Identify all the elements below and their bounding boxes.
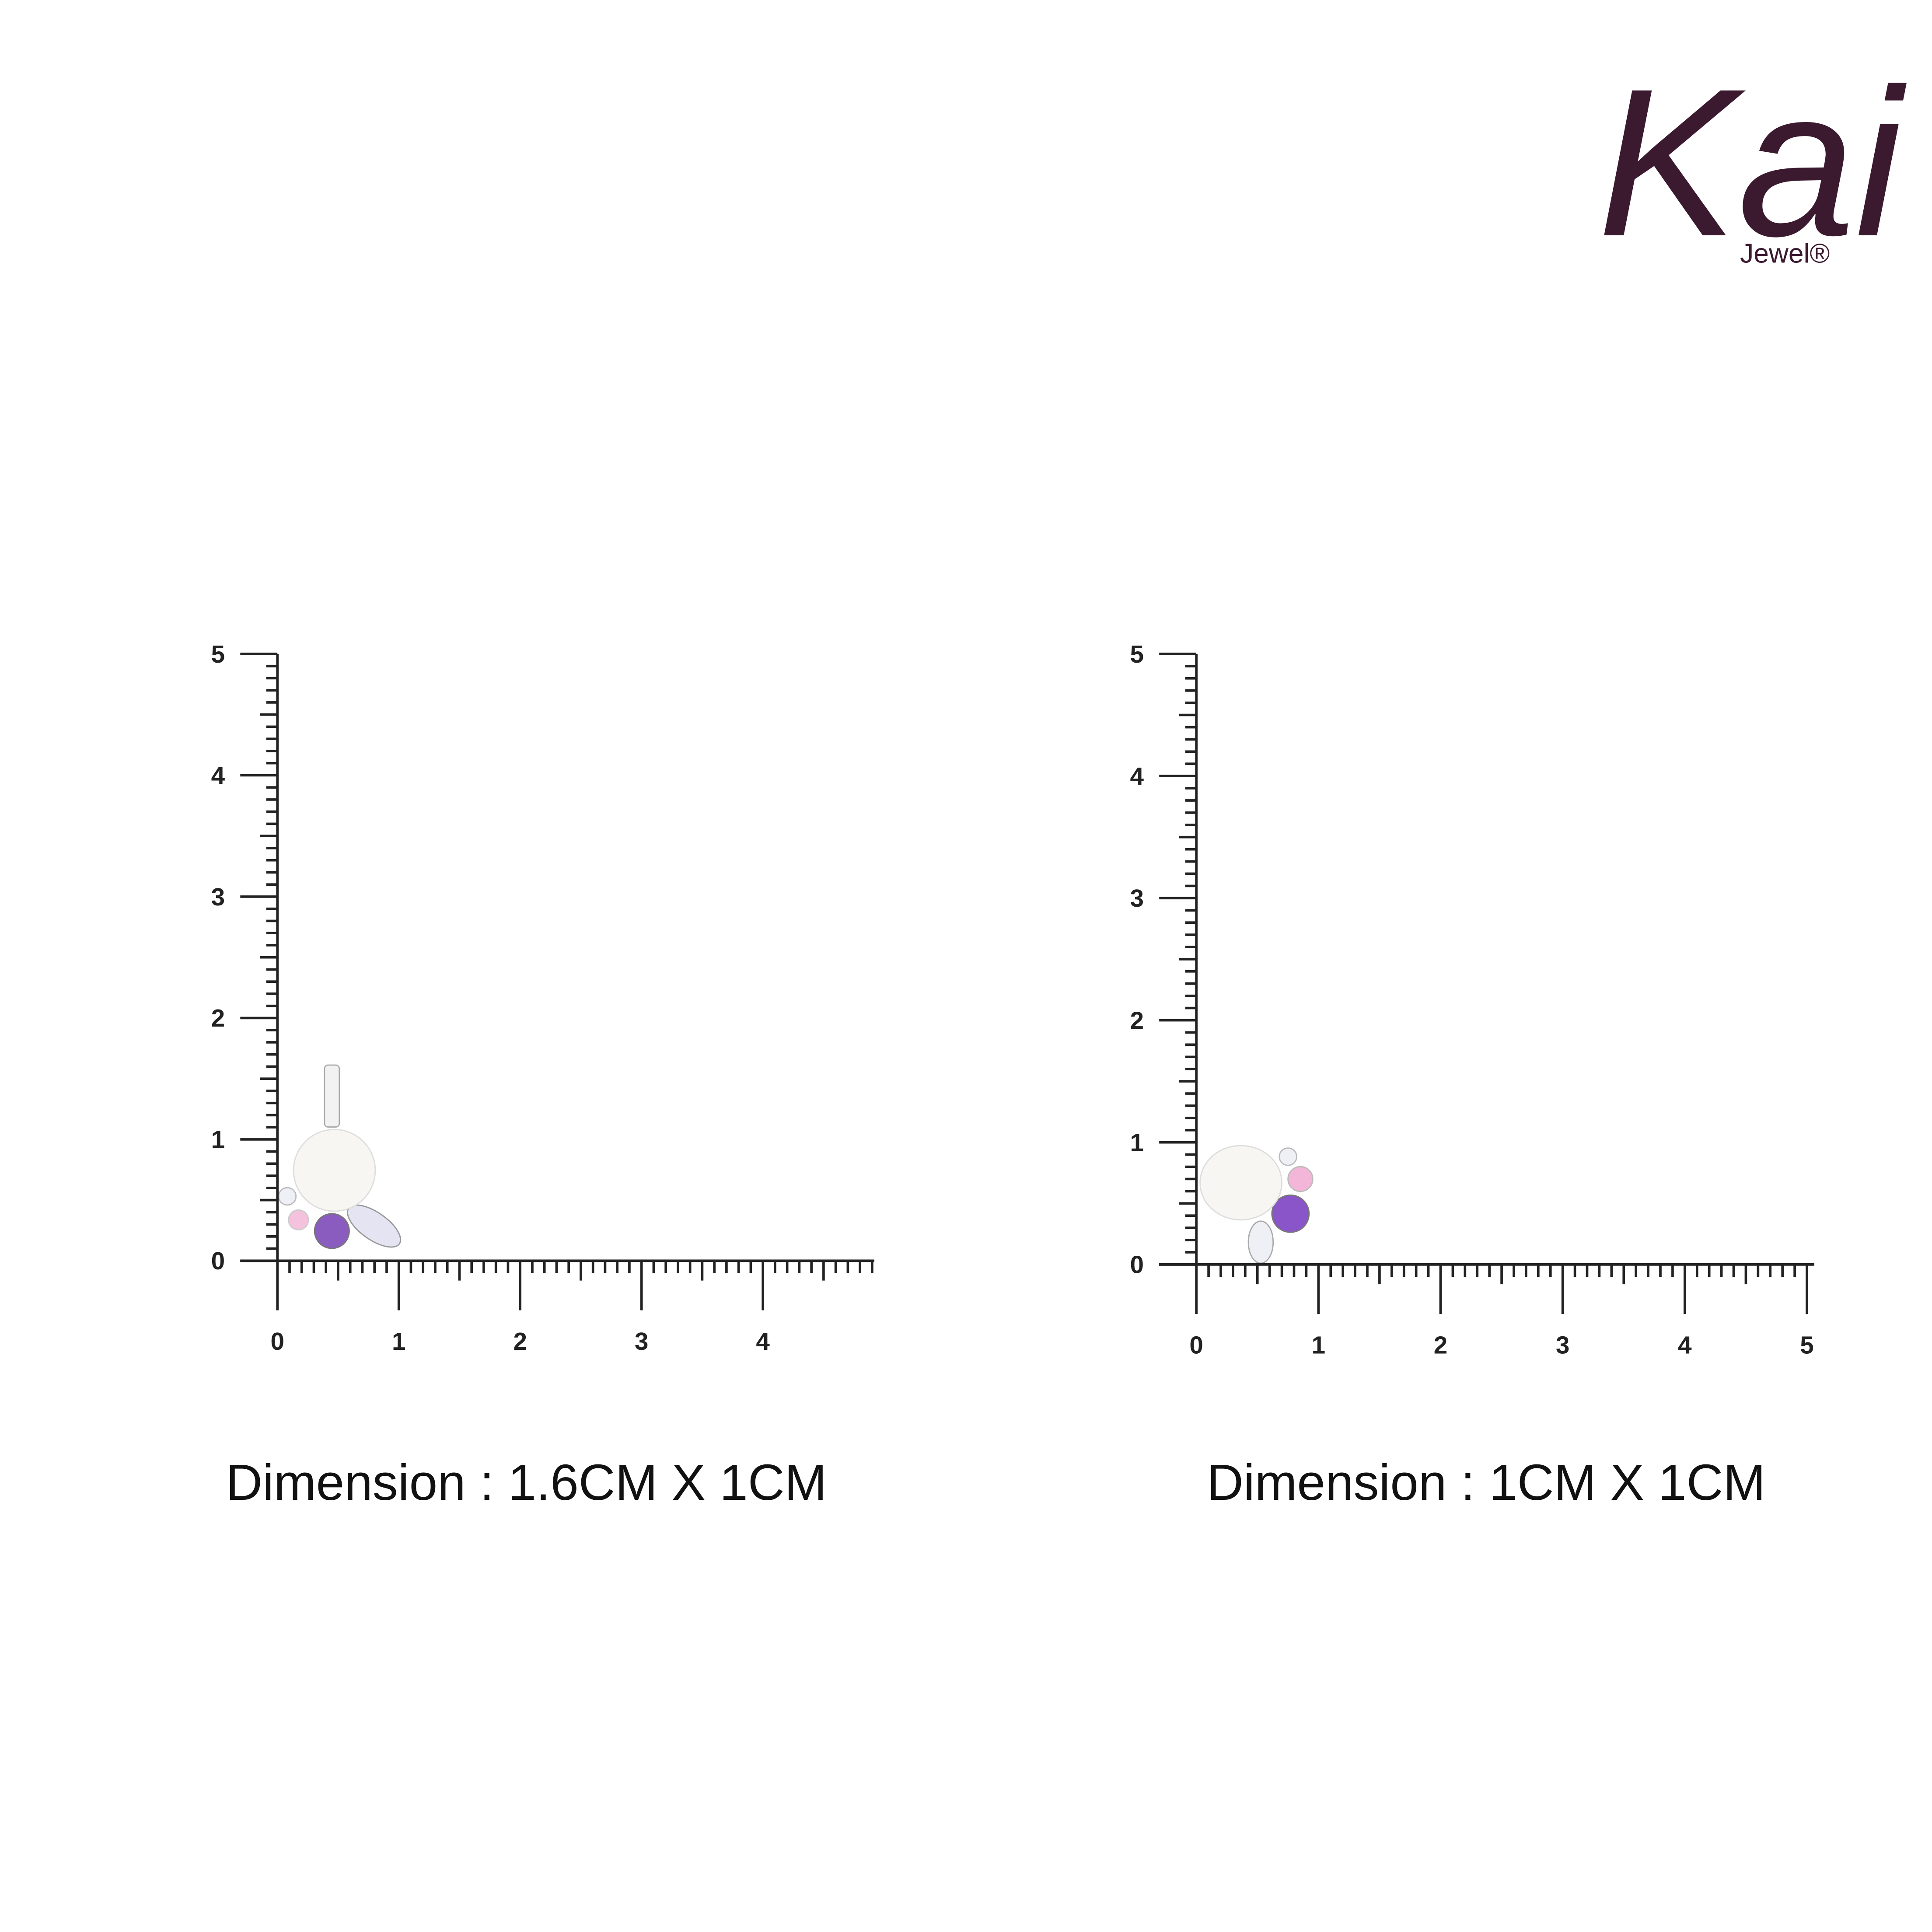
y-tick-label: 2 xyxy=(1130,1006,1143,1034)
y-tick-label: 3 xyxy=(1130,884,1143,912)
x-tick-label: 0 xyxy=(1189,1331,1203,1359)
gem xyxy=(1247,1220,1274,1264)
y-tick-label: 0 xyxy=(1130,1251,1143,1279)
y-tick-label: 5 xyxy=(1130,640,1143,668)
bail xyxy=(324,1064,340,1128)
x-tick-label: 1 xyxy=(392,1328,405,1355)
pearl xyxy=(293,1128,376,1212)
logo-sub: Jewel® xyxy=(1740,238,1830,269)
gem xyxy=(1271,1194,1310,1233)
x-tick-label: 4 xyxy=(756,1328,770,1355)
gem xyxy=(278,1187,297,1206)
y-tick-label: 4 xyxy=(211,762,225,789)
logo-name: Kai xyxy=(1598,45,1908,280)
ruler: 0 1 2 3 4 5 0 1 2 3 4 xyxy=(211,640,874,1355)
gem xyxy=(1279,1147,1297,1166)
y-tick-label: 0 xyxy=(211,1247,225,1275)
pearl xyxy=(1199,1145,1282,1221)
y-tick-label: 1 xyxy=(1130,1129,1143,1156)
x-tick-label: 3 xyxy=(1556,1331,1569,1359)
y-tick-label: 3 xyxy=(211,883,225,911)
pendant-image xyxy=(278,1064,402,1249)
caption: Dimension : 1.6CM X 1CM xyxy=(226,1454,827,1511)
y-tick-label: 4 xyxy=(1130,762,1144,790)
y-tick-label: 1 xyxy=(211,1126,225,1153)
earring-image xyxy=(1199,1145,1314,1264)
gem xyxy=(1287,1166,1314,1192)
y-tick-label: 2 xyxy=(211,1004,225,1032)
x-tick-label: 2 xyxy=(513,1328,527,1355)
x-tick-label: 0 xyxy=(270,1328,284,1355)
ruler: 0 1 2 3 4 5 0 1 2 3 4 5 xyxy=(1130,640,1815,1359)
x-tick-label: 2 xyxy=(1434,1331,1447,1359)
x-tick-label: 3 xyxy=(635,1328,648,1355)
x-tick-label: 1 xyxy=(1312,1331,1325,1359)
x-tick-label: 4 xyxy=(1678,1331,1692,1359)
x-tick-label: 5 xyxy=(1800,1331,1813,1359)
gem xyxy=(288,1209,309,1231)
logo: Kai Jewel® xyxy=(1598,45,1908,280)
caption: Dimension : 1CM X 1CM xyxy=(1207,1454,1765,1511)
gem xyxy=(314,1213,350,1249)
y-tick-label: 5 xyxy=(211,640,225,668)
